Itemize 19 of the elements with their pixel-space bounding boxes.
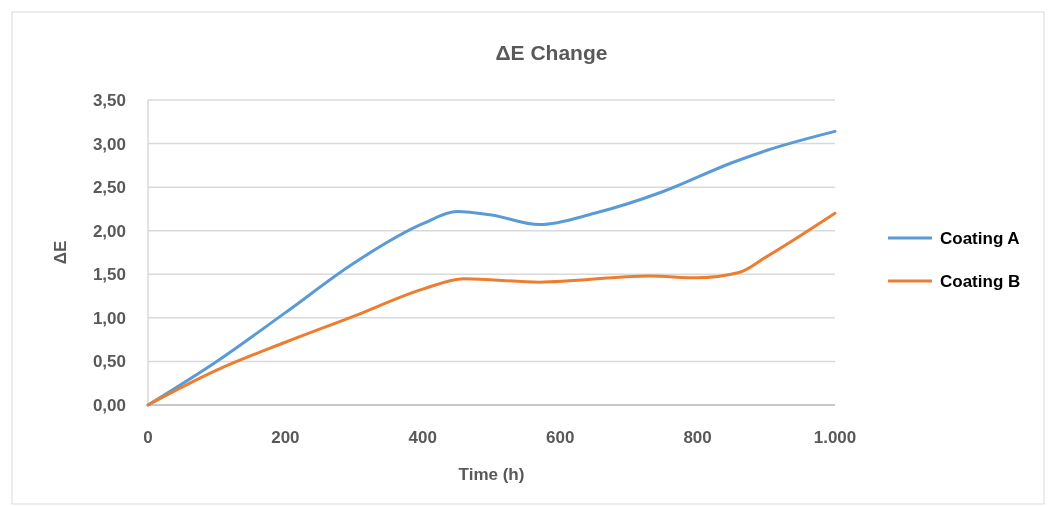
x-tick-label: 1.000 bbox=[813, 428, 857, 447]
legend-label: Coating B bbox=[940, 271, 1021, 291]
y-tick-label: 1,50 bbox=[92, 265, 126, 285]
x-tick-label: 400 bbox=[408, 428, 437, 447]
y-tick-label: 1,00 bbox=[92, 308, 126, 328]
legend-label: Coating A bbox=[940, 228, 1020, 248]
x-tick-label: 0 bbox=[143, 428, 153, 447]
y-tick-label: 2,00 bbox=[92, 221, 126, 241]
y-axis-title: ΔE bbox=[51, 240, 70, 265]
y-tick-label: 3,00 bbox=[92, 134, 126, 154]
chart-title: ΔE Change bbox=[495, 41, 608, 64]
x-tick-label: 200 bbox=[271, 428, 300, 447]
x-axis-title: Time (h) bbox=[458, 465, 525, 484]
y-tick-label: 3,50 bbox=[92, 90, 126, 110]
y-tick-label: 2,50 bbox=[92, 178, 126, 198]
y-tick-label: 0,00 bbox=[92, 395, 126, 415]
x-tick-label: 600 bbox=[546, 428, 575, 447]
x-tick-label: 800 bbox=[683, 428, 712, 447]
y-tick-label: 0,50 bbox=[92, 352, 126, 372]
